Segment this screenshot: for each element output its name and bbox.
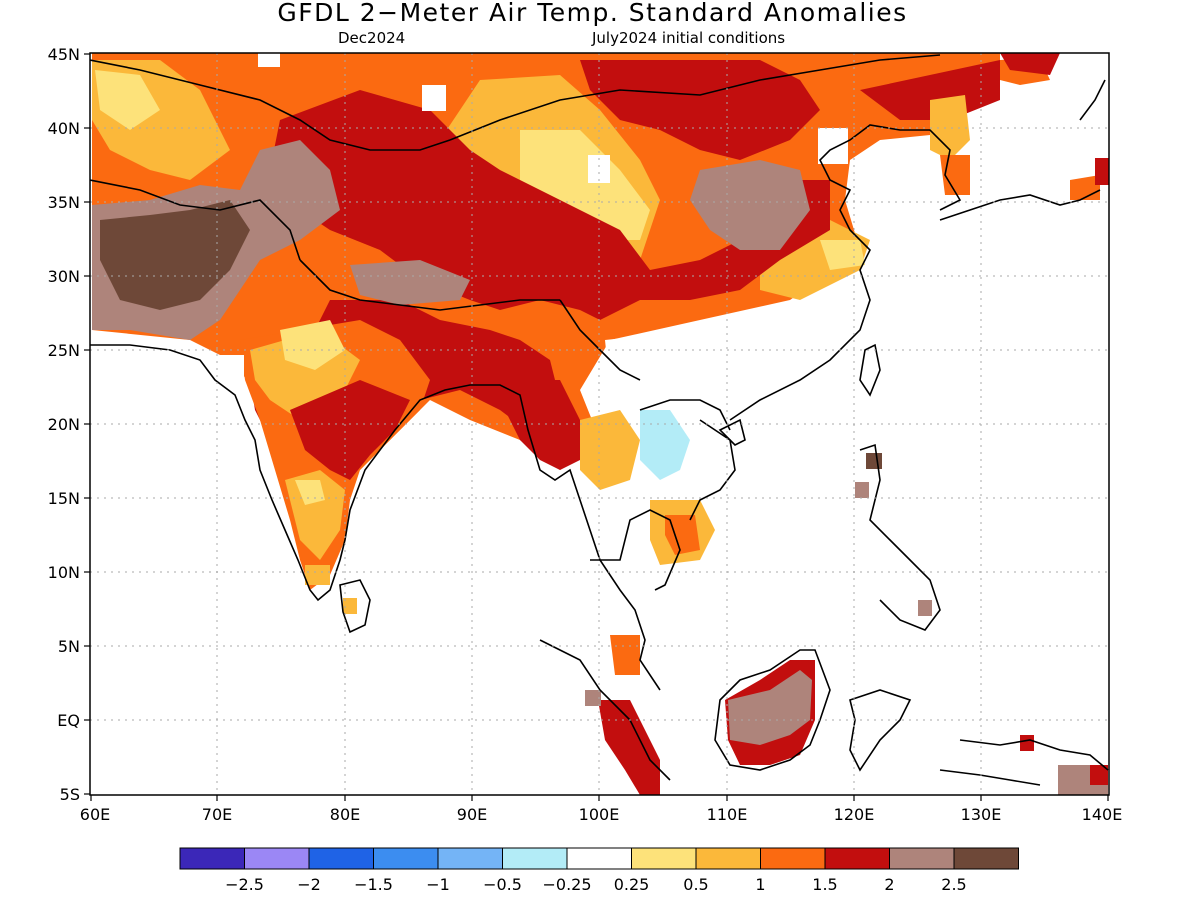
lat-label: 20N	[48, 415, 80, 434]
legend-label: 0.5	[683, 875, 708, 894]
lat-label: 40N	[48, 119, 80, 138]
legend-swatch	[502, 847, 568, 870]
legend-label: −2.5	[225, 875, 264, 894]
lon-label: 100E	[579, 805, 620, 824]
anomaly-shading	[92, 53, 1109, 795]
legend-label: −1	[426, 875, 450, 894]
lon-label: 60E	[80, 805, 110, 824]
lat-label: 5N	[58, 637, 80, 656]
legend-label: 2.5	[941, 875, 966, 894]
legend-swatch	[437, 847, 503, 870]
legend-swatch	[760, 847, 826, 870]
legend-swatch	[889, 847, 955, 870]
graticule	[90, 53, 1109, 795]
lon-label: 90E	[457, 805, 487, 824]
legend-label: −0.5	[483, 875, 522, 894]
lat-label: 25N	[48, 341, 80, 360]
lat-label: 45N	[48, 45, 80, 64]
valid-month-label: Dec2024	[338, 29, 406, 47]
coastlines	[90, 54, 1109, 786]
legend-swatch	[566, 847, 632, 870]
lat-label: 30N	[48, 267, 80, 286]
legend-swatch	[244, 847, 310, 870]
lat-label: 35N	[48, 193, 80, 212]
legend-swatch	[953, 847, 1019, 870]
lon-label: 80E	[330, 805, 360, 824]
legend-swatch	[179, 847, 245, 870]
lat-label: EQ	[57, 711, 80, 730]
legend-swatch	[308, 847, 374, 870]
lat-label: 15N	[48, 489, 80, 508]
lon-label: 130E	[961, 805, 1002, 824]
lon-label: 140E	[1082, 805, 1123, 824]
legend-label: −2	[297, 875, 321, 894]
legend-swatch	[695, 847, 761, 870]
legend-label: 0.25	[614, 875, 650, 894]
legend-swatch	[631, 847, 697, 870]
lat-label: 10N	[48, 563, 80, 582]
legend-label: −1.5	[354, 875, 393, 894]
initial-conditions-label: July2024 initial conditions	[592, 29, 786, 47]
legend-swatch	[824, 847, 890, 870]
lon-label: 70E	[202, 805, 232, 824]
map-title: GFDL 2−Meter Air Temp. Standard Anomalie…	[277, 0, 908, 27]
color-legend	[179, 847, 1019, 870]
lon-label: 110E	[707, 805, 748, 824]
legend-label: 2	[884, 875, 894, 894]
legend-label: −0.25	[542, 875, 591, 894]
legend-label: 1.5	[812, 875, 837, 894]
lat-label: 5S	[60, 785, 80, 804]
legend-swatch	[373, 847, 439, 870]
legend-label: 1	[755, 875, 765, 894]
lon-label: 120E	[834, 805, 875, 824]
